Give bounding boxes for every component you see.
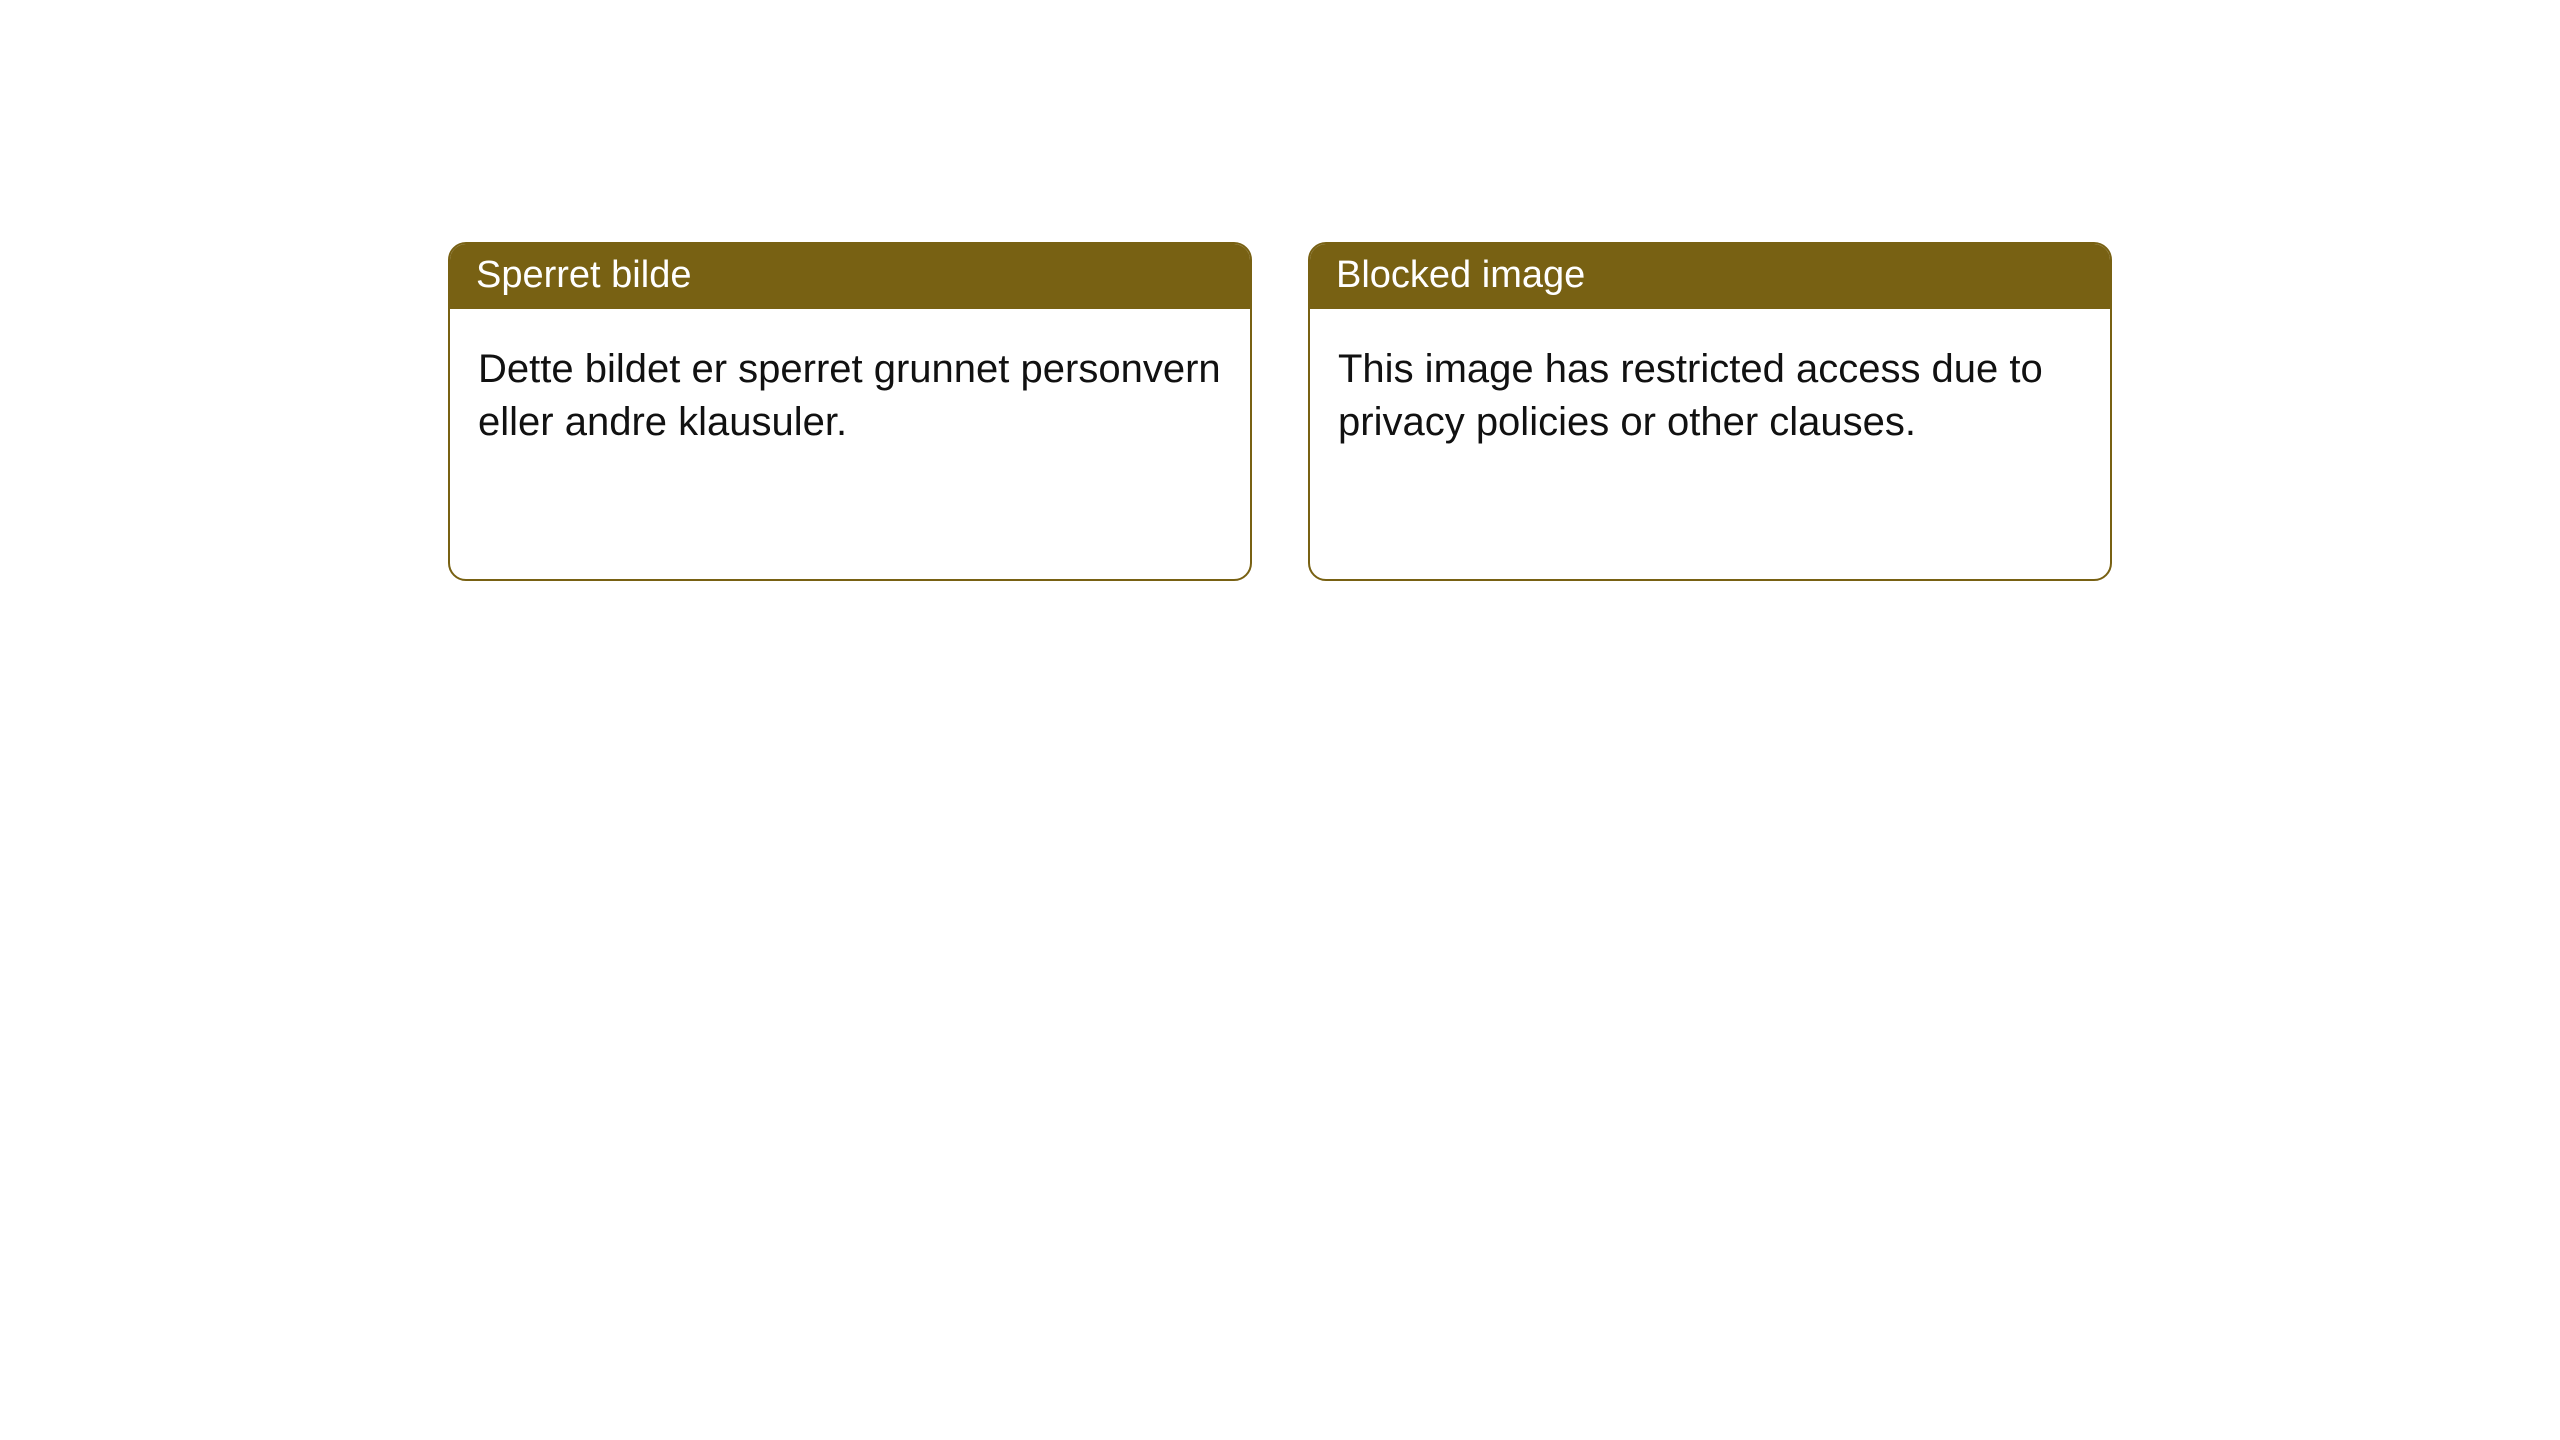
notice-body-en: This image has restricted access due to …: [1310, 309, 2110, 579]
notice-card-no: Sperret bilde Dette bildet er sperret gr…: [448, 242, 1252, 581]
notice-header-en: Blocked image: [1310, 244, 2110, 309]
notice-card-en: Blocked image This image has restricted …: [1308, 242, 2112, 581]
notice-body-no: Dette bildet er sperret grunnet personve…: [450, 309, 1250, 579]
notice-header-no: Sperret bilde: [450, 244, 1250, 309]
notice-container: Sperret bilde Dette bildet er sperret gr…: [0, 0, 2560, 581]
